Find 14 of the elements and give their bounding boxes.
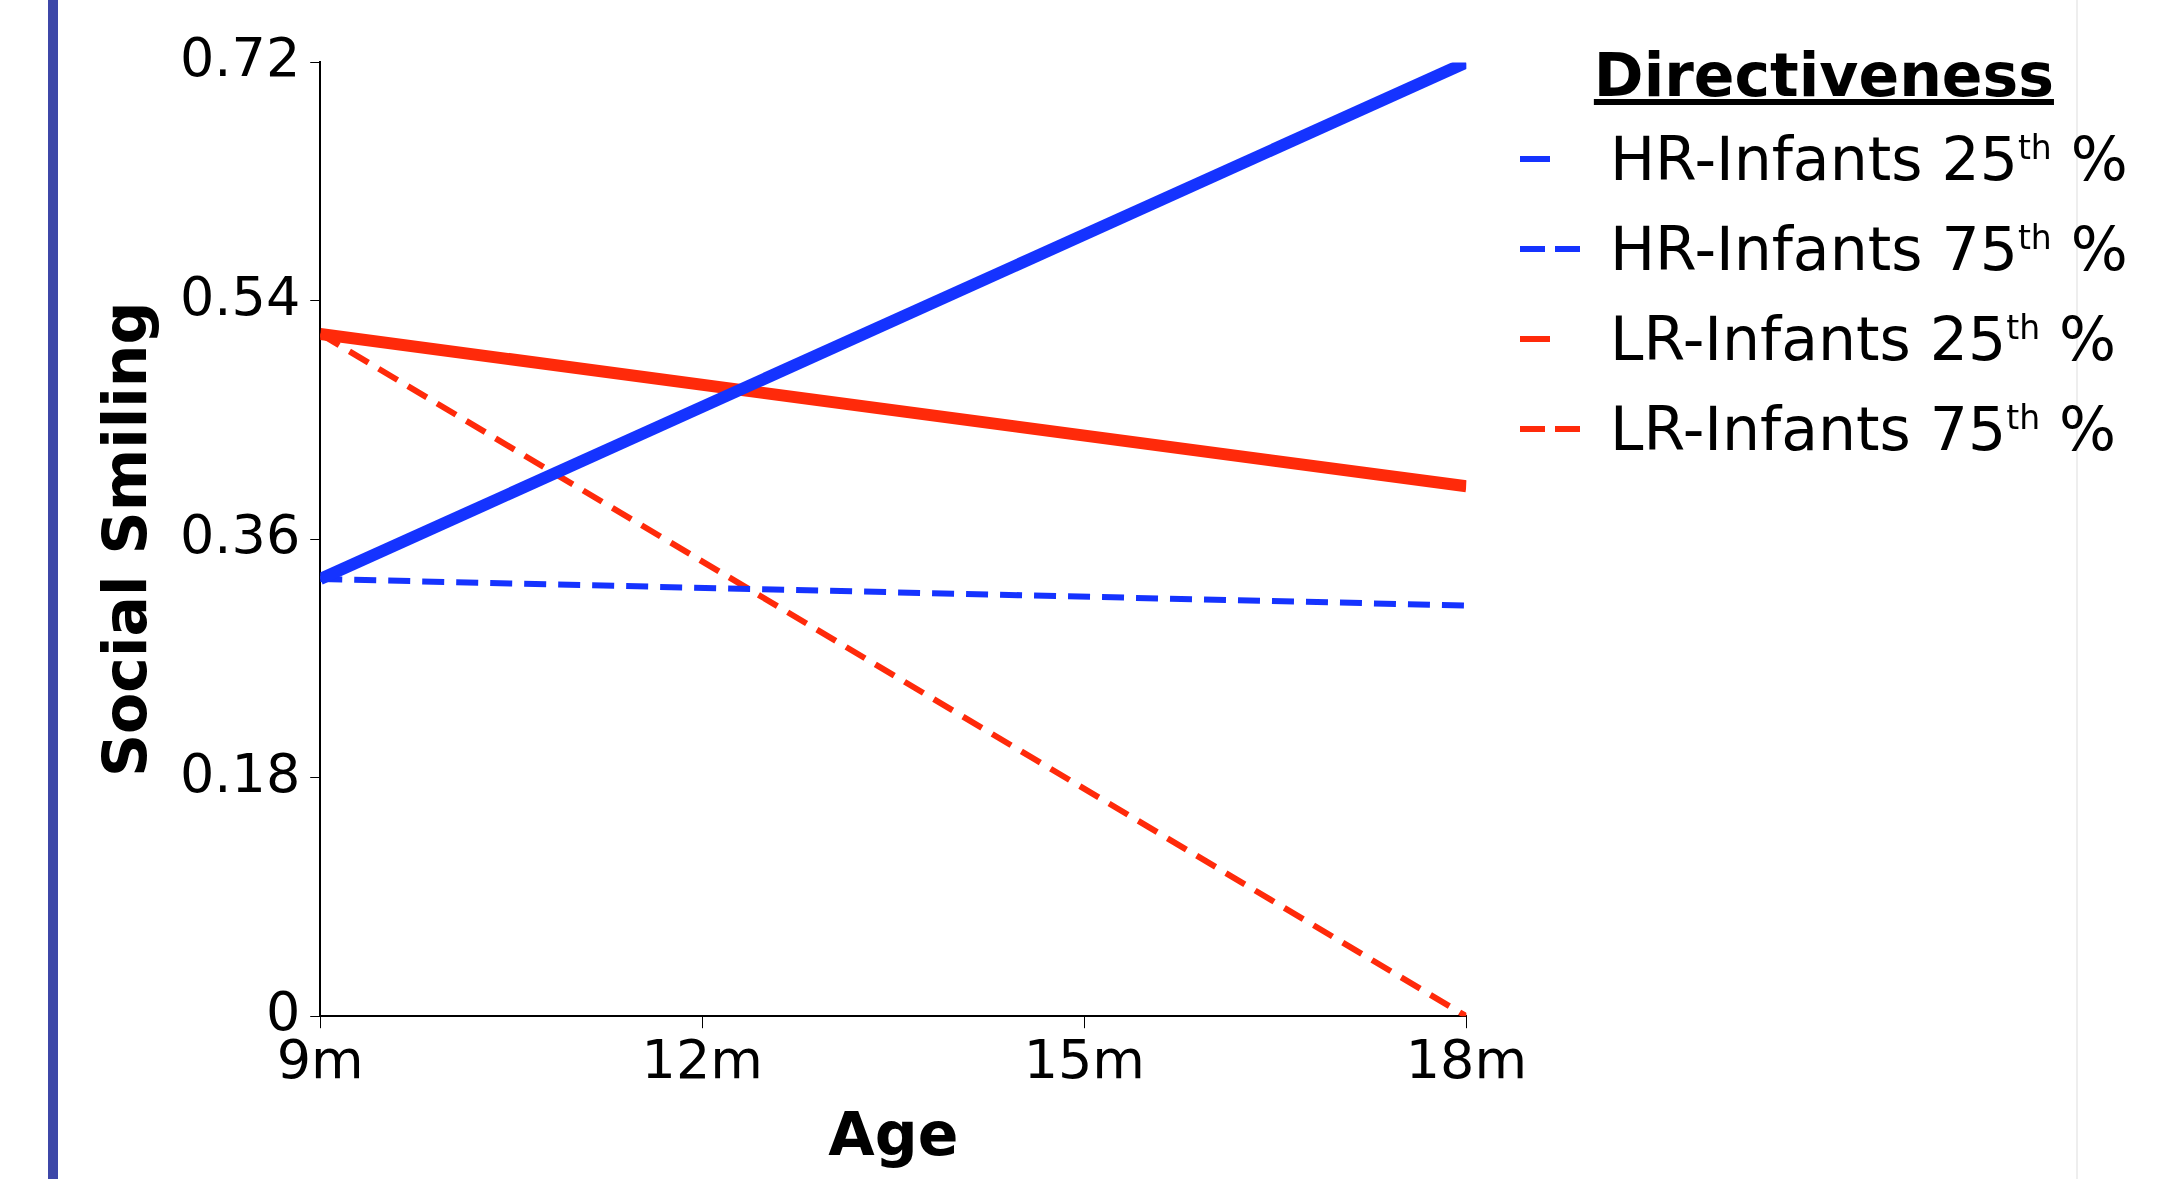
legend-label: HR-Infants 25$^{th}$ %	[1610, 124, 2128, 194]
y-axis-title: Social Smiling	[89, 301, 160, 778]
y-tick-label: 0.18	[180, 741, 301, 805]
y-tick-label: 0.36	[180, 503, 301, 567]
legend-label: HR-Infants 75$^{th}$ %	[1610, 214, 2128, 284]
y-tick-label: 0.54	[180, 264, 301, 328]
x-axis-title: Age	[828, 1098, 959, 1169]
x-tick-label: 15m	[1023, 1027, 1145, 1091]
legend-title: Directiveness	[1592, 40, 2055, 110]
legend-label: LR-Infants 75$^{th}$ %	[1610, 394, 2117, 464]
x-tick-label: 18m	[1405, 1027, 1528, 1091]
y-tick-label: 0.72	[180, 26, 301, 90]
x-tick-label: 12m	[641, 1027, 763, 1091]
legend-label: LR-Infants 25$^{th}$ %	[1610, 304, 2117, 374]
